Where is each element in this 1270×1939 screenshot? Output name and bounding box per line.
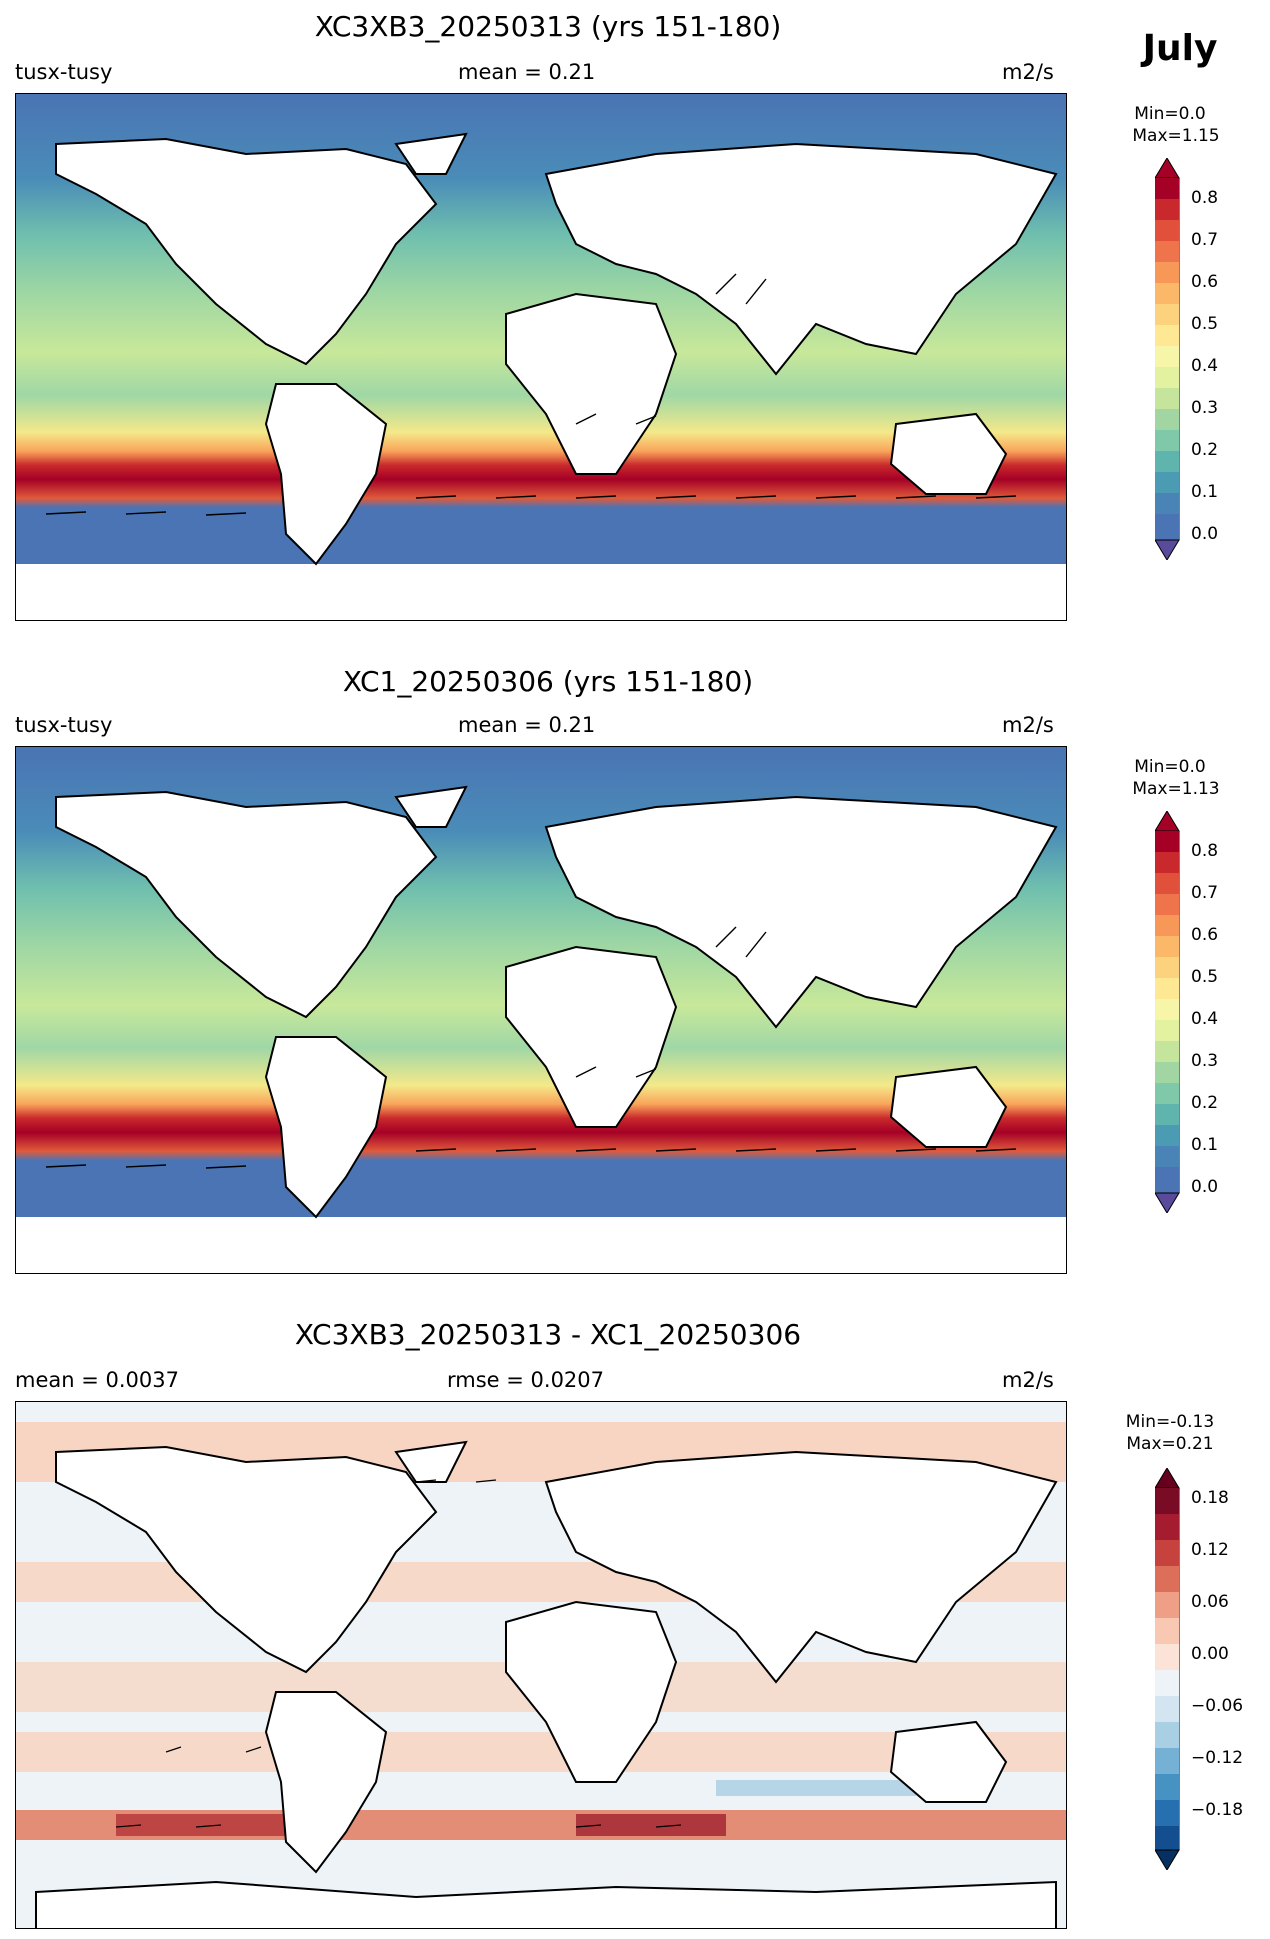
- panel-1-colorbar-tick: 0.6: [1191, 272, 1219, 292]
- panel-2-colorbar-tick: 0.4: [1191, 1009, 1219, 1029]
- panel-1-colorbar-tick: 0.7: [1191, 230, 1219, 250]
- panel-2-colorbar-tick: 0.7: [1191, 883, 1219, 903]
- panel-2-colorbar-tick: 0.2: [1191, 1093, 1219, 1113]
- panel-1-colorbar: 0.8 0.7 0.6 0.5 0.4 0.3 0.2 0.1 0.0: [1154, 157, 1265, 564]
- panel-3-title: XC3XB3_20250313 - XC1_20250306: [294, 1318, 802, 1351]
- panel-2-colorbar-tick: 0.8: [1191, 841, 1219, 861]
- panel-1-colorbar-tick: 0.5: [1191, 314, 1219, 334]
- panel-2-max-label: Max=1.13: [1132, 779, 1220, 799]
- panel-2-colorbar-tick: 0.6: [1191, 925, 1219, 945]
- panel-2-colorbar-tick: 0.3: [1191, 1051, 1219, 1071]
- panel-3-continents: [35, 1440, 1058, 1928]
- panel-3-map: [15, 1401, 1067, 1929]
- panel-1-colorbar-tick: 0.4: [1191, 356, 1219, 376]
- panel-3-colorbar-tick: 0.12: [1191, 1540, 1229, 1560]
- panel-2-map: [15, 746, 1067, 1274]
- panel-1-map: [15, 93, 1067, 621]
- panel-3-colorbar: 0.18 0.12 0.06 0.00 −0.06 −0.12 −0.18: [1154, 1467, 1265, 1874]
- panel-2-colorbar-tick: 0.1: [1191, 1135, 1219, 1155]
- panel-2-min-label: Min=0.0: [1134, 757, 1206, 777]
- panel-2-wind-vectors: [45, 926, 1017, 1169]
- panel-1-colorbar-tick: 0.1: [1191, 482, 1219, 502]
- panel-1-title: XC3XB3_20250313 (yrs 151-180): [314, 10, 782, 43]
- panel-3-colorbar-tick: 0.18: [1191, 1488, 1229, 1508]
- panel-3-colorbar-tick: 0.06: [1191, 1592, 1229, 1612]
- panel-3-max-label: Max=0.21: [1126, 1434, 1214, 1454]
- panel-3-colorbar-tick: −0.12: [1191, 1748, 1244, 1768]
- panel-3-colorbar-tick: −0.18: [1191, 1800, 1244, 1820]
- panel-2-units-label: m2/s: [1002, 713, 1054, 737]
- panel-1-units-label: m2/s: [1002, 60, 1054, 84]
- panel-3-mean-label: mean = 0.0037: [15, 1368, 179, 1392]
- panel-3-colorbar-tick: −0.06: [1191, 1696, 1244, 1716]
- panel-1-max-label: Max=1.15: [1132, 126, 1220, 146]
- panel-2-colorbar-tick: 0.5: [1191, 967, 1219, 987]
- panel-2-map-svg: [16, 747, 1066, 1273]
- panel-3-colorbar-tick: 0.00: [1191, 1644, 1229, 1664]
- panel-3-map-svg: [16, 1402, 1066, 1928]
- panel-1-colorbar-tick: 0.0: [1191, 524, 1219, 544]
- panel-3-units-label: m2/s: [1002, 1368, 1054, 1392]
- panel-1-continents: [55, 132, 1058, 566]
- panel-2-variable-label: tusx-tusy: [15, 713, 113, 737]
- panel-1-colorbar-tick: 0.3: [1191, 398, 1219, 418]
- panel-1-colorbar-tick: 0.2: [1191, 440, 1219, 460]
- panel-2-colorbar: 0.8 0.7 0.6 0.5 0.4 0.3 0.2 0.1 0.0: [1154, 810, 1265, 1217]
- month-label: July: [1142, 28, 1218, 69]
- panel-3-min-label: Min=-0.13: [1125, 1412, 1215, 1432]
- panel-1-variable-label: tusx-tusy: [15, 60, 113, 84]
- panel-3-wind-vectors: [115, 1479, 682, 1828]
- panel-3-rmse-label: rmse = 0.0207: [447, 1368, 605, 1392]
- panel-2-continents: [55, 785, 1058, 1219]
- panel-2-colorbar-tick: 0.0: [1191, 1177, 1219, 1197]
- panel-1-colorbar-tick: 0.8: [1191, 188, 1219, 208]
- panel-1-mean-label: mean = 0.21: [458, 60, 596, 84]
- panel-2-mean-label: mean = 0.21: [458, 713, 596, 737]
- panel-1-map-svg: [16, 94, 1066, 620]
- panel-2-title: XC1_20250306 (yrs 151-180): [342, 665, 754, 698]
- panel-1-min-label: Min=0.0: [1134, 104, 1206, 124]
- panel-1-wind-vectors: [45, 273, 1017, 516]
